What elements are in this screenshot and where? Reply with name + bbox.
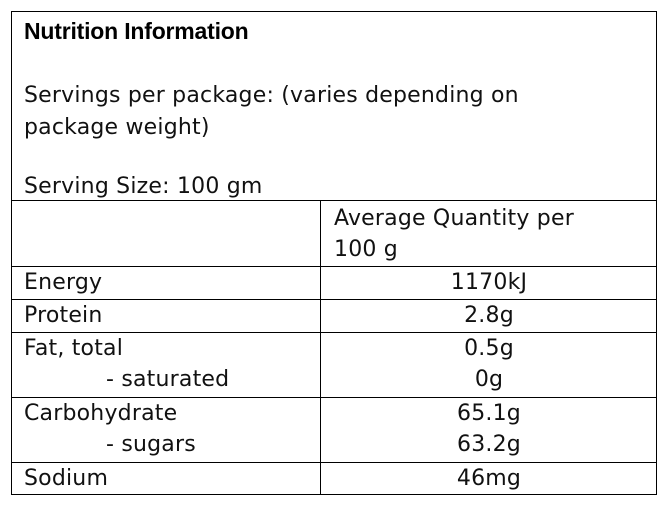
nutrient-value: 46mg xyxy=(456,466,522,491)
row-group-fat: Fat, total 0.5g - saturated 0g xyxy=(12,333,656,398)
nutrient-sub-label: - sugars xyxy=(106,432,196,457)
table-row: Carbohydrate 65.1g xyxy=(12,398,656,430)
nutrient-label: Protein xyxy=(24,303,103,328)
table-row: Fat, total 0.5g xyxy=(12,333,656,365)
row-group-carbohydrate: Carbohydrate 65.1g - sugars 63.2g xyxy=(12,398,656,463)
column-header-line-1: Average Quantity per xyxy=(334,206,574,231)
nutrient-value: 0g xyxy=(474,367,504,392)
table-row: Protein 2.8g xyxy=(12,300,656,332)
serving-size: Serving Size: 100 gm xyxy=(24,174,263,199)
nutrient-value: 0.5g xyxy=(464,336,514,361)
column-header-average-quantity: Average Quantity per 100 g xyxy=(334,203,634,265)
table-row: - sugars 63.2g xyxy=(12,429,656,461)
nutrition-information-panel: Nutrition Information Servings per packa… xyxy=(11,11,657,495)
nutrient-sub-label: - saturated xyxy=(106,367,230,392)
nutrient-value: 1170kJ xyxy=(450,270,528,295)
nutrient-label: Sodium xyxy=(24,466,109,491)
nutrient-value: 65.1g xyxy=(457,401,521,426)
nutrient-label: Carbohydrate xyxy=(24,401,178,426)
column-divider xyxy=(320,201,321,494)
servings-line-1: Servings per package: (varies depending … xyxy=(24,83,519,108)
panel-title: Nutrition Information xyxy=(24,18,249,44)
table-row: - saturated 0g xyxy=(12,364,656,396)
table-row: Sodium 46mg xyxy=(12,463,656,495)
panel-heading-block: Nutrition Information Servings per packa… xyxy=(12,12,656,201)
row-group-protein: Protein 2.8g xyxy=(12,300,656,333)
nutrient-value: 63.2g xyxy=(457,432,521,457)
table-row: Energy 1170kJ xyxy=(12,267,656,299)
nutrient-value: 2.8g xyxy=(464,303,514,328)
nutrient-label: Fat, total xyxy=(24,336,124,361)
row-group-energy: Energy 1170kJ xyxy=(12,267,656,300)
column-header-line-2: 100 g xyxy=(334,237,398,262)
nutrient-label: Energy xyxy=(24,270,103,295)
servings-line-2: package weight) xyxy=(24,115,210,140)
table-header-row: Average Quantity per 100 g xyxy=(12,201,656,267)
row-group-sodium: Sodium 46mg xyxy=(12,463,656,494)
servings-per-package: Servings per package: (varies depending … xyxy=(24,80,624,144)
